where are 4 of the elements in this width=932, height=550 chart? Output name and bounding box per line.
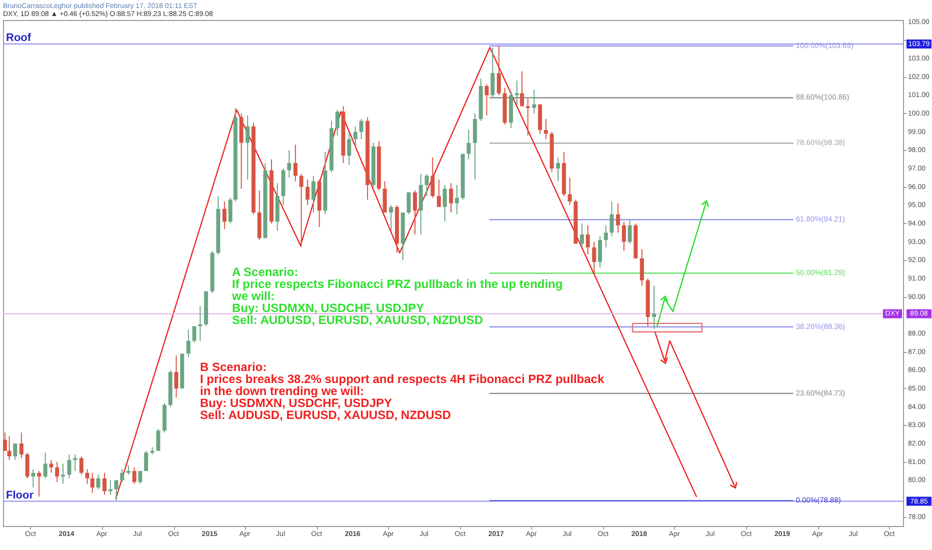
annotation: A Scenario: If price respects Fibonacci PRZ pullback in the up tending we will: Buy: USDMXN, USDCHF, USDJPY Sell: AUDUSD, EURUSD, XAUUSD, NZDUSD bbox=[231, 265, 563, 327]
annotation: B Scenario: I prices breaks 38.2% support and respects 4H Fibonacci PRZ pullback in the down trending we will: Buy: USDMXN, USDCHF, USDJPY Sell: AUDUSD, EURUSD, XAUUSD, NZDUSD bbox=[200, 360, 604, 422]
ref-line-label: Floor bbox=[6, 489, 34, 502]
ref-line-label: Roof bbox=[6, 32, 32, 44]
